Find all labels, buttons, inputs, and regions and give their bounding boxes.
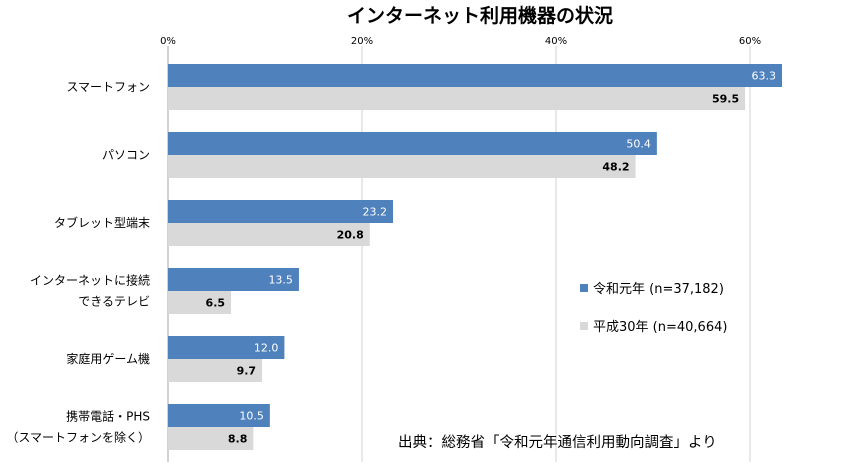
data-label: 59.5 (712, 93, 739, 106)
x-tick-label: 60% (739, 36, 761, 47)
data-label: 13.5 (268, 274, 293, 287)
bar-heisei30 (168, 359, 263, 382)
category-label: タブレット型端末 (54, 215, 150, 230)
category-labels: スマートフォンパソコンタブレット型端末インターネットに接続できるテレビ家庭用ゲー… (6, 80, 150, 445)
bar-heisei30 (168, 155, 636, 178)
source-note: 出典：総務省「令和元年通信利用動向調査」より (398, 434, 717, 451)
bar-heisei30 (168, 291, 232, 314)
bars: 63.3 59.5 50.4 48.2 23.2 20.8 13.5 6.5 12.0 9.7 10… (168, 64, 783, 450)
category-label: パソコン (102, 148, 150, 162)
category-label: （スマートフォンを除く） (6, 430, 150, 445)
legend-label: 平成30年 (n=40,664) (593, 320, 727, 335)
category-label: 家庭用ゲーム機 (66, 351, 150, 366)
data-label: 12.0 (254, 342, 279, 355)
bar-heisei30 (168, 427, 254, 450)
legend-swatch (580, 322, 588, 330)
x-tick-label: 20% (351, 36, 373, 47)
bar-reiwa1 (168, 268, 299, 291)
data-label: 6.5 (206, 297, 226, 310)
x-tick-label: 0% (160, 36, 176, 47)
grid-lines (167, 46, 751, 462)
bar-reiwa1 (168, 200, 394, 223)
x-axis-ticks: 0% 20% 40% 60% (160, 36, 761, 47)
category-label: スマートフォン (66, 80, 150, 94)
x-tick-label: 40% (545, 36, 567, 47)
legend-label: 令和元年 (n=37,182) (593, 282, 724, 297)
bar-reiwa1 (168, 64, 783, 87)
data-label: 63.3 (752, 70, 777, 83)
category-label: インターネットに接続 (30, 273, 150, 288)
data-label: 50.4 (626, 138, 651, 151)
data-label: 10.5 (239, 410, 264, 423)
bar-heisei30 (168, 223, 370, 246)
bar-heisei30 (168, 87, 746, 110)
legend-swatch (580, 284, 588, 292)
legend: 令和元年 (n=37,182) 平成30年 (n=40,664) (580, 282, 727, 335)
category-label: 携帯電話・PHS (66, 409, 150, 424)
data-label: 9.7 (237, 365, 257, 378)
bar-reiwa1 (168, 404, 270, 427)
category-label: できるテレビ (78, 295, 150, 309)
chart-title: インターネット利用機器の状況 (347, 4, 613, 27)
data-label: 8.8 (228, 433, 248, 446)
bar-reiwa1 (168, 132, 657, 155)
bar-reiwa1 (168, 336, 285, 359)
data-label: 20.8 (337, 229, 364, 242)
data-label: 23.2 (363, 206, 388, 219)
data-label: 48.2 (602, 161, 629, 174)
